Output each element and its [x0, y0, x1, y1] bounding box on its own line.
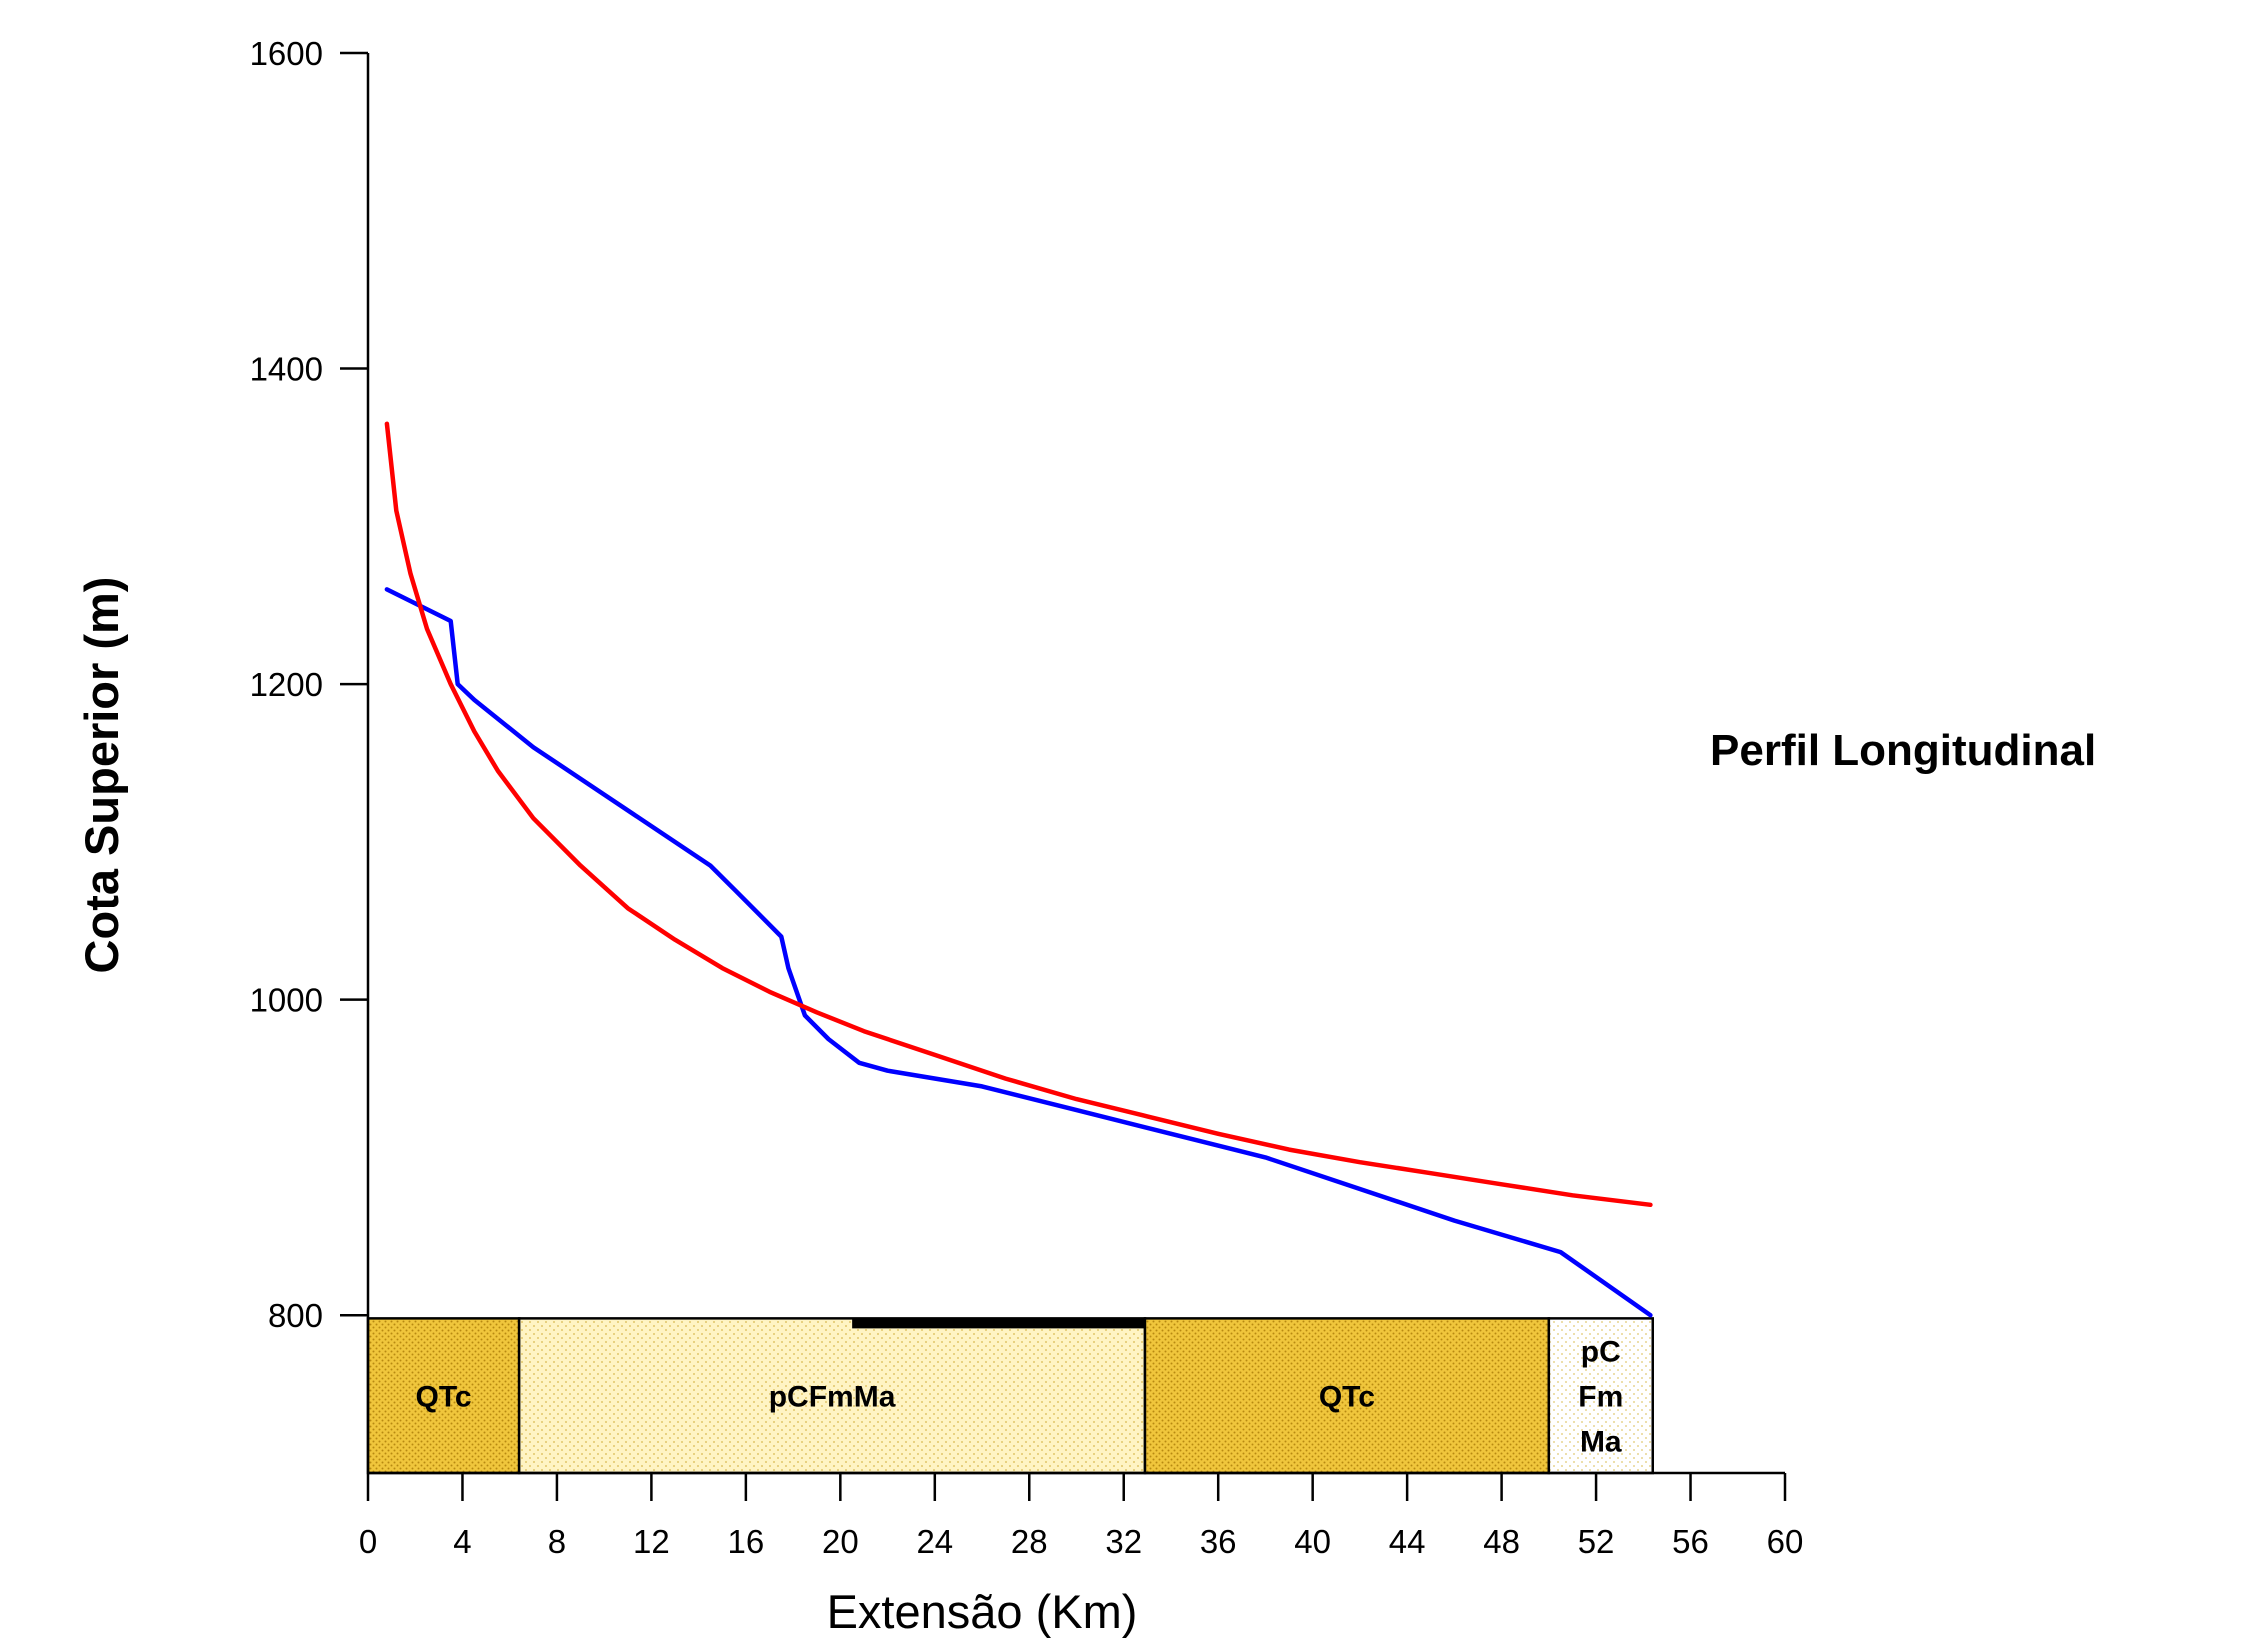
y-tick-label-1000: 1000	[250, 982, 323, 1019]
x-tick-label-8: 8	[548, 1523, 566, 1560]
series-layer	[384, 421, 1653, 1318]
geology-label-3-line-1: Fm	[1578, 1381, 1623, 1414]
geology-block-2	[1143, 1317, 1551, 1475]
geology-label-3-line-0: pC	[1581, 1336, 1621, 1369]
x-tick-label-44: 44	[1389, 1523, 1426, 1560]
x-tick-label-52: 52	[1578, 1523, 1615, 1560]
geology-label-0: QTc	[416, 1381, 472, 1414]
geology-block-3	[1547, 1317, 1654, 1475]
black-bar	[852, 1318, 1145, 1329]
side-title: Perfil Longitudinal	[1710, 726, 2096, 775]
x-tick-label-16: 16	[728, 1523, 765, 1560]
x-tick-label-32: 32	[1105, 1523, 1142, 1560]
y-tick-label-1200: 1200	[250, 666, 323, 703]
x-tick-label-24: 24	[916, 1523, 953, 1560]
geology-label-1: pCFmMa	[769, 1381, 896, 1414]
x-tick-label-4: 4	[453, 1523, 471, 1560]
x-tick-label-12: 12	[633, 1523, 670, 1560]
geology-label-3-line-2: Ma	[1580, 1426, 1622, 1459]
x-axis-title: Extensão (Km)	[827, 1585, 1138, 1638]
geology-block-1	[517, 1317, 1147, 1475]
x-tick-label-48: 48	[1483, 1523, 1520, 1560]
geology-block-0	[366, 1317, 521, 1475]
x-tick-label-28: 28	[1011, 1523, 1048, 1560]
x-tick-label-20: 20	[822, 1523, 859, 1560]
x-tick-label-40: 40	[1294, 1523, 1331, 1560]
axes-layer: 0 4 8 12 16 20 24 28 32 36 40 44 48 52 56 6080010001200…	[250, 35, 1804, 1560]
series-line-0	[384, 587, 1653, 1318]
geology-label-2: QTc	[1319, 1381, 1375, 1414]
x-tick-label-56: 56	[1672, 1523, 1709, 1560]
x-tick-label-36: 36	[1200, 1523, 1237, 1560]
y-axis-title: Cota Superior (m)	[75, 577, 128, 974]
y-tick-label-1600: 1600	[250, 35, 323, 72]
y-tick-label-1400: 1400	[250, 351, 323, 388]
x-tick-label-60: 60	[1767, 1523, 1804, 1560]
y-tick-label-800: 800	[268, 1297, 323, 1334]
x-tick-label-0: 0	[359, 1523, 377, 1560]
series-line-1	[384, 421, 1653, 1208]
